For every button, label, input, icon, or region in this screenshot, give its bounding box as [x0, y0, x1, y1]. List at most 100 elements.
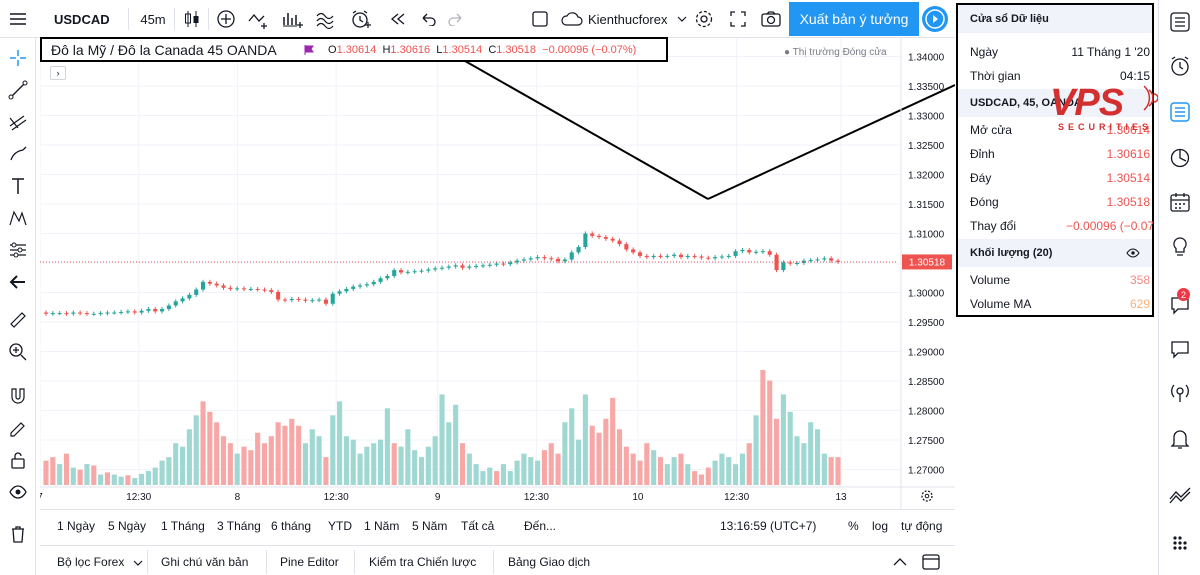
candle [64, 311, 69, 316]
range-ytd[interactable]: YTD [328, 519, 352, 533]
layout-button[interactable] [526, 0, 554, 38]
text-tool[interactable] [4, 172, 32, 200]
hide-drawings-tool[interactable] [4, 478, 32, 506]
range-6m[interactable]: 6 tháng [271, 519, 312, 533]
price-chart[interactable]: 1.34000 1.33500 1.33000 1.32500 1.32000 1.315… [40, 38, 955, 509]
compare-button[interactable] [212, 0, 240, 38]
volume-bar [432, 436, 438, 485]
range-5y[interactable]: 5 Năm [412, 519, 448, 533]
range-1m[interactable]: 1 Tháng [161, 519, 205, 533]
zoom-tool[interactable] [4, 338, 32, 366]
tab-text-notes[interactable]: Ghi chú văn bản [161, 555, 249, 569]
cloud-save-button[interactable]: Kienthucforex [560, 0, 688, 38]
goto-date-button[interactable]: Đến... [524, 519, 557, 533]
candle [446, 264, 451, 270]
fullscreen-button[interactable] [724, 0, 752, 38]
candle [794, 260, 800, 266]
brush-tool[interactable] [4, 140, 32, 168]
price-tick-label: 1.28000 [908, 407, 945, 418]
alerts-button[interactable] [1165, 51, 1195, 81]
remove-drawings-tool[interactable] [4, 520, 32, 548]
chats-button[interactable] [1165, 290, 1195, 320]
plus-circle-icon [217, 10, 235, 28]
more-tools-button[interactable] [1165, 528, 1195, 558]
pattern-tool[interactable] [4, 204, 32, 232]
redo-button[interactable] [442, 0, 470, 38]
market-overview-button[interactable] [1165, 480, 1195, 510]
eye-icon [9, 485, 27, 499]
crosshair-tool[interactable] [4, 44, 32, 72]
candle [358, 283, 363, 289]
text-icon [12, 178, 24, 194]
percent-scale-toggle[interactable]: % [848, 519, 859, 533]
lock-tool[interactable] [4, 446, 32, 474]
interval-button[interactable]: 45m [140, 11, 166, 27]
replay-play-button[interactable] [922, 6, 948, 32]
tab-strategy-tester[interactable]: Kiểm tra Chiến lược [369, 555, 477, 569]
ideas-button[interactable] [1165, 232, 1195, 262]
range-1y[interactable]: 1 Năm [364, 519, 400, 533]
indicators-button[interactable] [244, 0, 274, 38]
candle [317, 297, 322, 303]
settings-button[interactable] [690, 0, 718, 38]
maximize-panel-icon[interactable] [922, 554, 940, 570]
symbol-search-button[interactable]: USDCAD [54, 11, 110, 27]
volume-bar [220, 436, 227, 485]
prediction-tool[interactable] [4, 236, 32, 264]
notifications-button[interactable] [1165, 424, 1195, 454]
measure-tool[interactable] [4, 306, 32, 334]
pitchfork-tool[interactable] [4, 108, 32, 136]
volume-bar [289, 418, 295, 485]
tab-pine-editor[interactable]: Pine Editor [280, 555, 339, 569]
calendar-button[interactable] [1165, 187, 1195, 217]
back-tool[interactable] [4, 268, 32, 296]
volume-bar [637, 460, 643, 485]
range-1d[interactable]: 1 Ngày [57, 519, 96, 533]
eye-icon[interactable] [1126, 248, 1140, 258]
chart-settings-button[interactable] [921, 490, 933, 502]
time-axis[interactable]: 7 12:30 8 12:30 9 12:30 10 12:30 13 [40, 492, 847, 503]
magnet-tool[interactable] [4, 382, 32, 410]
publish-idea-button[interactable]: Xuất bản ý tưởng [789, 2, 919, 36]
flag-icon[interactable] [304, 45, 314, 55]
data-window-button[interactable] [1165, 97, 1195, 127]
candle [754, 249, 759, 255]
chevron-down-icon[interactable] [133, 559, 143, 567]
templates-button[interactable] [312, 0, 342, 38]
hotlists-button[interactable] [1165, 143, 1195, 173]
messages-button[interactable] [1165, 334, 1195, 364]
candle-style-button[interactable] [178, 0, 206, 38]
tab-trading-panel[interactable]: Bảng Giao dịch [508, 555, 591, 569]
candle [153, 306, 158, 314]
range-3m[interactable]: 3 Tháng [217, 519, 261, 533]
trendline-tool[interactable] [4, 76, 32, 104]
watchlist-button[interactable] [1165, 7, 1195, 37]
auto-scale-toggle[interactable]: tự động [901, 519, 943, 533]
tab-forex-screener[interactable]: Bộ lọc Forex [57, 555, 125, 569]
candle [392, 268, 397, 279]
candle [781, 260, 786, 273]
legend-expand-button[interactable]: › [50, 66, 66, 80]
volume-bar [227, 443, 233, 485]
log-scale-toggle[interactable]: log [872, 519, 889, 533]
undo-button[interactable] [414, 0, 442, 38]
volume-bar [514, 460, 520, 485]
volume-bar [446, 422, 452, 485]
volume-bar [207, 411, 213, 485]
legend-symbol-title[interactable]: Đô la Mỹ / Đô la Canada 45 OANDA [51, 42, 277, 58]
financials-button[interactable] [278, 0, 308, 38]
stay-drawing-tool[interactable] [4, 414, 32, 442]
candle [535, 255, 540, 261]
range-5d[interactable]: 5 Ngày [108, 519, 147, 533]
range-all[interactable]: Tất cả [461, 519, 495, 533]
volume-bar [302, 443, 309, 485]
alert-button[interactable] [346, 0, 376, 38]
snapshot-button[interactable] [756, 0, 786, 38]
replay-button[interactable] [384, 0, 412, 38]
timezone-clock[interactable]: 13:16:59 (UTC+7) [720, 519, 817, 533]
menu-button[interactable] [0, 0, 36, 38]
streams-button[interactable] [1165, 378, 1195, 408]
play-icon [925, 9, 945, 29]
volume-bar [70, 467, 76, 485]
chevron-up-icon[interactable] [892, 557, 908, 567]
